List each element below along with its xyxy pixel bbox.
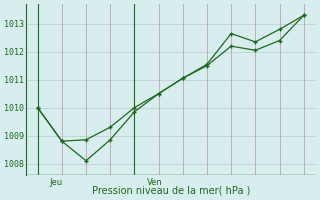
X-axis label: Pression niveau de la mer( hPa ): Pression niveau de la mer( hPa ): [92, 186, 250, 196]
Text: Jeu: Jeu: [50, 178, 63, 187]
Text: Ven: Ven: [147, 178, 162, 187]
